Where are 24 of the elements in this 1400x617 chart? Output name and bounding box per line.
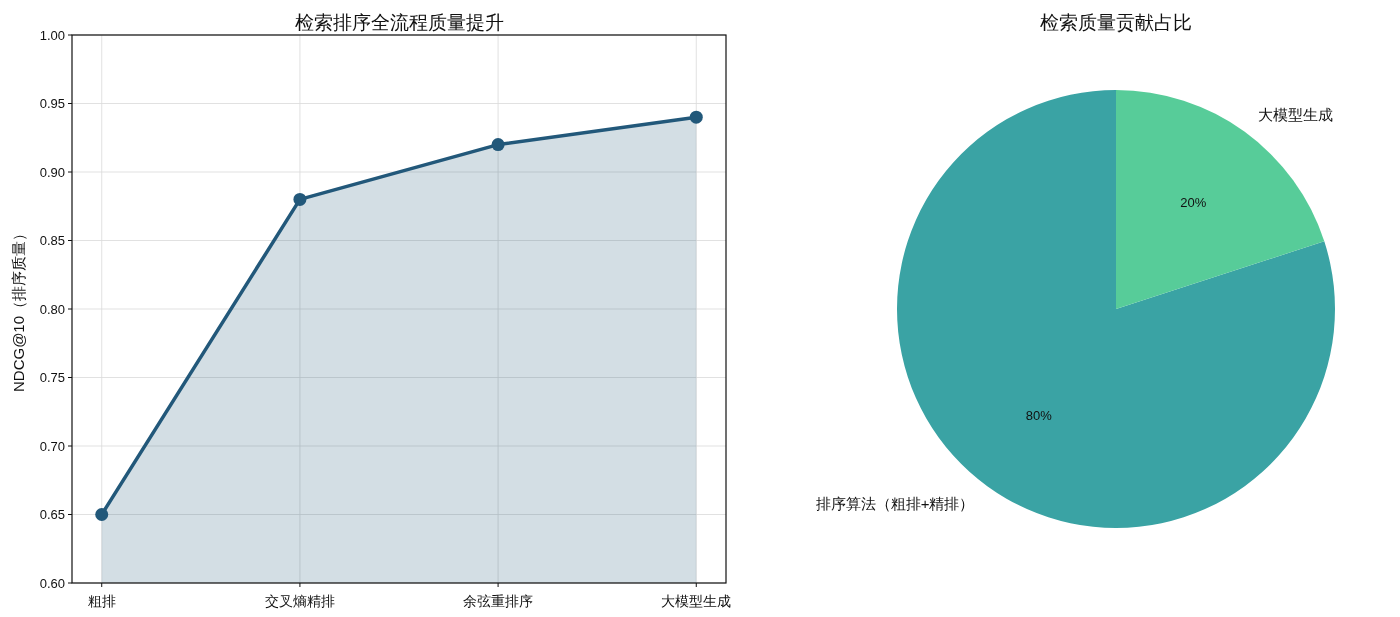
y-tick-label: 0.85 xyxy=(39,233,65,248)
chart-title: 检索质量贡献占比 xyxy=(1040,11,1192,33)
x-tick-label: 余弦重排序 xyxy=(463,593,534,609)
data-label: 80% xyxy=(1025,407,1053,423)
y-tick-label: 0.80 xyxy=(39,301,65,317)
point xyxy=(293,192,307,206)
point xyxy=(95,508,109,521)
point xyxy=(689,110,703,124)
y-tick-label: 0.70 xyxy=(39,438,65,454)
point xyxy=(491,138,505,152)
y-tick-label: 0.75 xyxy=(39,370,65,385)
chart-title: 检索排序全流程质量提升 xyxy=(294,11,504,33)
y-tick-label: 0.65 xyxy=(39,507,65,522)
x-tick-label: 交叉熵精排 xyxy=(264,593,335,609)
y-tick-label: 1.00 xyxy=(39,27,65,43)
slice-label: 排序算法（粗排+精排） xyxy=(815,495,975,513)
x-tick-label: 大模型生成 xyxy=(661,593,732,609)
y-axis-title: NDCG@10（排序质量） xyxy=(9,225,27,393)
y-tick-label: 0.60 xyxy=(39,575,65,591)
x-tick-label: 粗排 xyxy=(87,593,116,609)
y-tick-label: 0.95 xyxy=(39,96,65,111)
data-label: 20% xyxy=(1180,195,1207,211)
slice-label: 大模型生成 xyxy=(1257,105,1333,123)
y-tick-label: 0.90 xyxy=(39,164,65,180)
